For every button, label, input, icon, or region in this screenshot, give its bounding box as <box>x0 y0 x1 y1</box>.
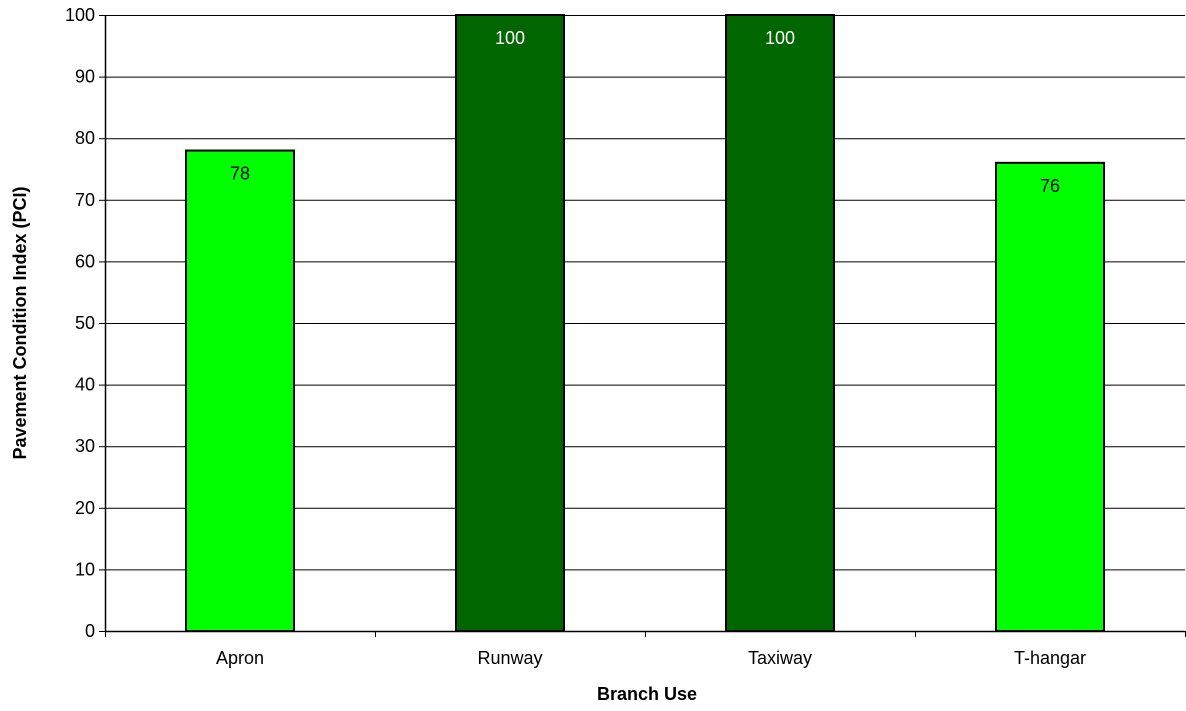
bar-apron <box>185 149 295 633</box>
y-tick-label: 0 <box>85 621 95 641</box>
y-tick-label: 70 <box>75 190 95 210</box>
bars: 78 100 100 76 <box>185 14 1105 633</box>
x-tick-label: Taxiway <box>748 648 812 668</box>
y-tick-label: 100 <box>65 5 95 25</box>
x-tick-label: Apron <box>216 648 264 668</box>
y-tick-label: 20 <box>75 498 95 518</box>
bar-runway <box>455 14 565 632</box>
bar-t-hangar <box>995 161 1105 632</box>
bar-taxiway <box>725 14 835 632</box>
x-tick-label: T-hangar <box>1014 648 1086 668</box>
y-tick-label: 50 <box>75 313 95 333</box>
data-label: 100 <box>765 28 795 48</box>
x-axis-title: Branch Use <box>597 684 697 704</box>
data-label: 78 <box>230 164 250 184</box>
x-tick-label: Runway <box>477 648 542 668</box>
y-tick-label: 40 <box>75 375 95 395</box>
y-axis-title: Pavement Condition Index (PCI) <box>10 186 30 459</box>
y-tick-label: 60 <box>75 251 95 271</box>
data-label: 76 <box>1040 176 1060 196</box>
y-tick-label: 30 <box>75 436 95 456</box>
y-tick-label: 90 <box>75 67 95 87</box>
y-tick-label: 80 <box>75 128 95 148</box>
y-tick-label: 10 <box>75 559 95 579</box>
axes: 0 10 20 30 40 50 60 70 80 90 100 Apron Runway Taxiway… <box>65 5 1186 668</box>
data-label: 100 <box>495 28 525 48</box>
